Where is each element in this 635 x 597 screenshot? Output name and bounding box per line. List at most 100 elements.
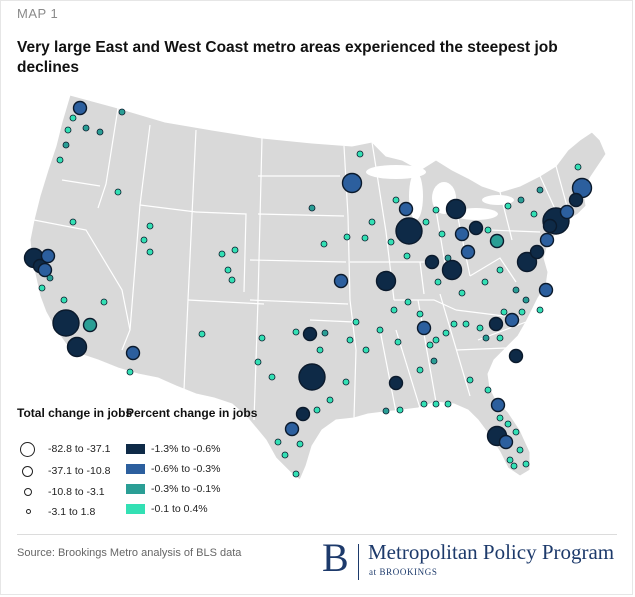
legend-size-label-4: -3.1 to 1.8 <box>48 506 96 518</box>
metro-dot <box>530 210 538 218</box>
metro-dot <box>395 217 423 245</box>
metro-dot <box>100 298 108 306</box>
metro-dot <box>376 326 384 334</box>
legend-color-row-2: -0.6% to -0.3% <box>126 461 220 477</box>
us-landmass <box>29 94 607 481</box>
source-note: Source: Brookings Metro analysis of BLS … <box>17 547 242 559</box>
metro-dot <box>462 320 470 328</box>
metro-dot <box>454 226 470 242</box>
metro-dot <box>46 274 54 282</box>
metro-dot <box>343 233 351 241</box>
legend-size-dot-2 <box>22 466 33 477</box>
metro-dot <box>62 141 70 149</box>
brookings-b-logo: B <box>322 535 349 580</box>
metro-dot <box>404 298 412 306</box>
metro-dot <box>506 456 514 464</box>
metro-dot <box>146 222 154 230</box>
legend-color-label-4: -0.1 to 0.4% <box>151 503 208 515</box>
state-borders <box>33 107 569 421</box>
metro-dot <box>424 254 440 270</box>
metro-dot <box>442 329 450 337</box>
metro-dot <box>498 434 514 450</box>
metro-dot <box>468 220 484 236</box>
metro-dot <box>518 308 526 316</box>
metro-dot <box>82 124 90 132</box>
metro-dot <box>434 278 442 286</box>
metro-dot <box>198 330 206 338</box>
metro-dot <box>392 196 400 204</box>
metro-dot <box>430 357 438 365</box>
metro-dot <box>313 406 321 414</box>
legend-color-title: Percent change in jobs <box>126 406 258 420</box>
metro-dot <box>382 407 390 415</box>
metro-dot <box>500 308 508 316</box>
metro-dot <box>60 296 68 304</box>
metro-dot <box>539 232 555 248</box>
metro-dot <box>125 345 141 361</box>
legend-size-label-3: -10.8 to -3.1 <box>48 486 105 498</box>
metro-dot <box>82 317 98 333</box>
metro-dot <box>368 218 376 226</box>
logo-divider <box>358 544 359 580</box>
metro-dot <box>484 226 492 234</box>
metro-dot <box>387 238 395 246</box>
metro-dot <box>517 196 525 204</box>
metro-dot <box>333 273 349 289</box>
metro-dot <box>69 218 77 226</box>
metro-dot <box>302 326 318 342</box>
metro-dot <box>559 204 575 220</box>
metro-dot <box>522 460 530 468</box>
metro-dot <box>118 108 126 116</box>
metro-dot <box>450 320 458 328</box>
metro-dots <box>23 100 593 478</box>
metro-dot <box>298 363 326 391</box>
metro-dot <box>274 438 282 446</box>
metro-dot <box>489 233 505 249</box>
metro-dot <box>536 186 544 194</box>
metro-dot <box>504 420 512 428</box>
legend-color-label-2: -0.6% to -0.3% <box>151 463 221 475</box>
metro-dot <box>522 296 530 304</box>
metro-dot <box>228 276 236 284</box>
metro-dot <box>254 358 262 366</box>
metro-dot <box>268 373 276 381</box>
metro-dot <box>529 244 545 260</box>
metro-dot <box>390 306 398 314</box>
metro-dot <box>512 286 520 294</box>
metro-dot <box>69 114 77 122</box>
map-title: Very large East and West Coast metro are… <box>17 39 558 76</box>
legend-swatch-2 <box>126 464 145 474</box>
metro-dot <box>438 230 446 238</box>
metro-dot <box>37 262 53 278</box>
metro-dot <box>398 201 414 217</box>
metro-dot <box>432 336 440 344</box>
metro-dot <box>396 406 404 414</box>
metro-dot <box>416 320 432 336</box>
metro-dot <box>422 218 430 226</box>
metro-dot <box>72 100 88 116</box>
metro-dot <box>466 376 474 384</box>
metro-dot <box>460 244 476 260</box>
metro-dot <box>458 289 466 297</box>
metro-dot <box>542 218 558 234</box>
metro-dot <box>341 172 363 194</box>
metro-dot <box>445 198 467 220</box>
metro-dot <box>484 386 492 394</box>
metro-dot <box>403 252 411 260</box>
metro-dot <box>488 316 504 332</box>
metro-dot <box>52 309 80 337</box>
logo-program-name: Metropolitan Policy Program <box>368 540 615 564</box>
metro-dot <box>316 346 324 354</box>
metro-dot <box>126 368 134 376</box>
metro-dot <box>96 128 104 136</box>
metro-dot <box>426 341 434 349</box>
metro-dot <box>496 334 504 342</box>
metro-dot <box>231 246 239 254</box>
metro-dot <box>308 204 316 212</box>
metro-dot <box>361 234 369 242</box>
metro-dot <box>346 336 354 344</box>
metro-dot <box>536 306 544 314</box>
legend-size-label-1: -82.8 to -37.1 <box>48 443 111 455</box>
